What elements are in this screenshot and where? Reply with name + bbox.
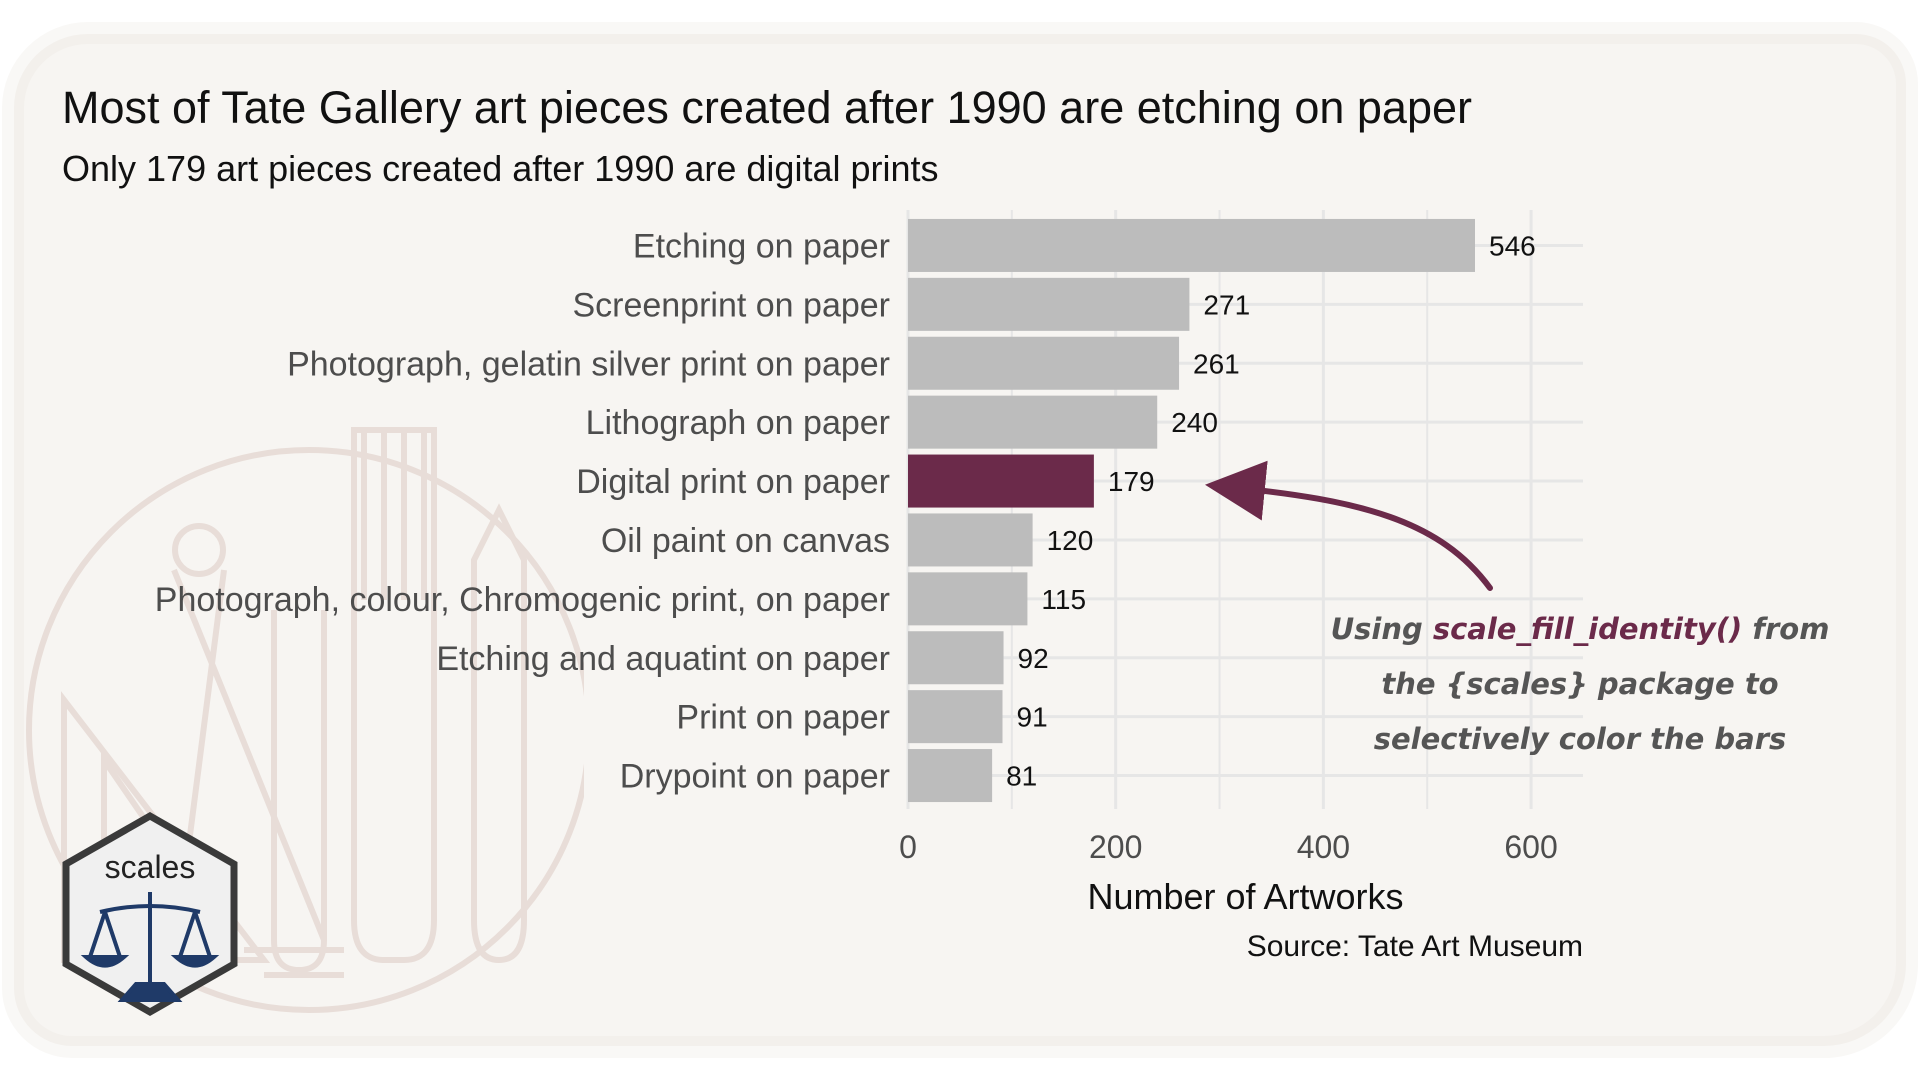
balance-scale-icon bbox=[80, 892, 220, 1002]
labels: Etching on paper 546 Screenprint on paper 2… bbox=[155, 227, 1558, 865]
annotation-text-before: Using bbox=[1330, 612, 1433, 646]
x-tick-label: 200 bbox=[1089, 829, 1142, 865]
bar bbox=[908, 572, 1028, 626]
x-tick-label: 0 bbox=[899, 829, 917, 865]
annotation-function-name: scale_fill_identity() bbox=[1432, 612, 1743, 646]
bar bbox=[908, 749, 993, 803]
category-label: Print on paper bbox=[676, 699, 890, 737]
category-label: Lithograph on paper bbox=[586, 404, 890, 442]
bar bbox=[908, 336, 1180, 390]
x-tick-label: 400 bbox=[1297, 829, 1350, 865]
category-label: Photograph, colour, Chromogenic print, o… bbox=[155, 581, 890, 619]
scales-hex-logo: scales bbox=[62, 812, 238, 1017]
source-caption: Source: Tate Art Museum bbox=[1247, 930, 1583, 963]
annotation-text-after: from the {scales} package to selectively… bbox=[1373, 612, 1830, 756]
value-label: 81 bbox=[1006, 761, 1037, 792]
chart-subtitle: Only 179 art pieces created after 1990 a… bbox=[62, 148, 939, 189]
value-label: 271 bbox=[1203, 289, 1250, 320]
category-label: Etching and aquatint on paper bbox=[436, 640, 890, 678]
value-label: 179 bbox=[1108, 466, 1155, 497]
bar bbox=[908, 277, 1190, 331]
value-label: 261 bbox=[1193, 348, 1240, 379]
chart-title: Most of Tate Gallery art pieces created … bbox=[62, 82, 1472, 133]
category-label: Etching on paper bbox=[633, 227, 890, 265]
bar bbox=[908, 631, 1004, 685]
bar bbox=[908, 513, 1033, 567]
x-tick-label: 600 bbox=[1504, 829, 1557, 865]
highlighted-bar bbox=[908, 454, 1094, 508]
value-label: 115 bbox=[1041, 584, 1086, 615]
value-label: 546 bbox=[1489, 230, 1536, 261]
category-label: Screenprint on paper bbox=[572, 286, 890, 324]
category-label: Digital print on paper bbox=[576, 463, 890, 501]
value-label: 240 bbox=[1171, 407, 1218, 438]
bar bbox=[908, 218, 1475, 272]
annotation-note: Using scale_fill_identity() from the {sc… bbox=[1300, 602, 1860, 767]
bar bbox=[908, 395, 1158, 449]
category-label: Photograph, gelatin silver print on pape… bbox=[287, 345, 890, 383]
category-label: Drypoint on paper bbox=[620, 758, 890, 796]
value-label: 91 bbox=[1017, 702, 1048, 733]
value-label: 120 bbox=[1047, 525, 1094, 556]
annotation-arrow bbox=[1204, 460, 1493, 591]
logo-text: scales bbox=[105, 849, 196, 885]
bar bbox=[908, 690, 1003, 744]
category-label: Oil paint on canvas bbox=[601, 522, 890, 560]
x-axis-title: Number of Artworks bbox=[1087, 876, 1403, 917]
value-label: 92 bbox=[1018, 643, 1049, 674]
bars bbox=[908, 218, 1475, 803]
